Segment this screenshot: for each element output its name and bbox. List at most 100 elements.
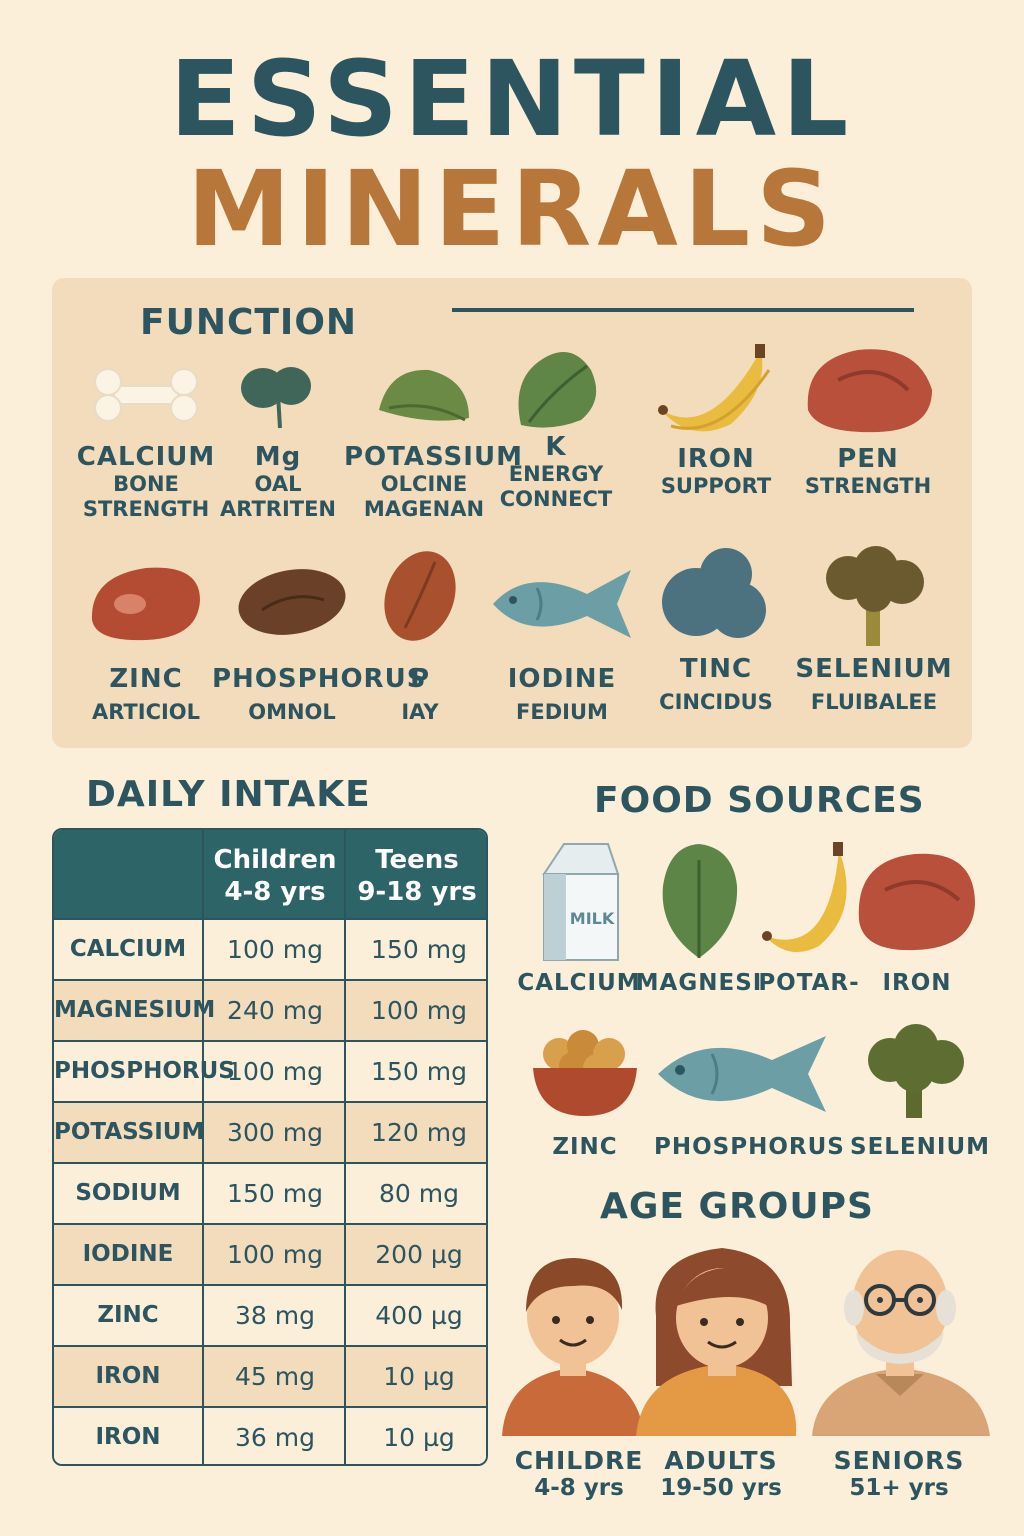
table-row: ZINC 38 mg 400 µg <box>54 1284 486 1345</box>
function-item-desc: OMNOL <box>248 700 336 724</box>
children-cell: 100 mg <box>202 920 346 979</box>
teens-cell: 10 µg <box>344 1408 486 1464</box>
child-figure-icon <box>502 1258 644 1436</box>
children-cell: 100 mg <box>202 1225 346 1284</box>
bone-icon <box>94 368 198 422</box>
food-source-label: ZINC <box>552 1134 618 1160</box>
food-source-selenium: SELENIUM <box>850 1020 991 1160</box>
steak-icon <box>91 567 200 641</box>
children-cell: 240 mg <box>202 981 346 1040</box>
title-line-2: MINERALS <box>186 148 837 270</box>
age-group-name: ADULTS <box>664 1446 778 1475</box>
function-item-desc: STRENGTH <box>804 474 932 498</box>
mineral-cell: IRON <box>95 1363 161 1389</box>
children-cell: 150 mg <box>202 1164 346 1223</box>
spinach-icon <box>662 844 738 958</box>
food-source-label: PHOSPHORUS <box>654 1134 845 1160</box>
column-header-line: 4-8 yrs <box>224 877 326 907</box>
function-item-desc: OLCINE <box>380 472 468 496</box>
function-item-desc: ARTRITEN <box>219 497 337 521</box>
function-item-name: CALCIUM <box>76 442 216 472</box>
teens-cell: 150 mg <box>344 1042 486 1101</box>
function-panel <box>52 278 972 748</box>
table-header: Children 4-8 yrs Teens 9-18 yrs <box>54 830 486 918</box>
age-group-range: 51+ yrs <box>849 1475 949 1501</box>
broccoli-icon <box>868 1024 964 1118</box>
mineral-cell: IODINE <box>82 1241 174 1267</box>
column-header-children: Children 4-8 yrs <box>202 844 348 908</box>
food-source-calcium: MILK CALCIUM <box>514 840 644 996</box>
mineral-cell: IRON <box>95 1424 161 1450</box>
age-group-adults: ADULTS 19-50 yrs <box>636 1446 806 1501</box>
meat-icon <box>807 349 932 433</box>
age-group-range: 4-8 yrs <box>534 1475 624 1501</box>
function-item-desc: ENERGY <box>508 462 604 486</box>
table-row: SODIUM 150 mg 80 mg <box>54 1162 486 1223</box>
table-row: IRON 36 mg 10 µg <box>54 1406 486 1464</box>
function-item-tinc: TINC CINCIDUS <box>636 544 796 715</box>
seaweed-icon <box>662 548 766 638</box>
function-item-name: Mg <box>254 442 302 472</box>
age-group-seniors: SENIORS 51+ yrs <box>814 1446 984 1501</box>
fish-icon <box>493 570 631 638</box>
food-source-zinc: ZINC <box>520 1020 650 1160</box>
mineral-cell: SODIUM <box>75 1180 181 1206</box>
children-cell: 100 mg <box>202 1042 346 1101</box>
children-cell: 300 mg <box>202 1103 346 1162</box>
meat-icon <box>858 853 975 951</box>
function-item-name: SELENIUM <box>795 654 953 684</box>
leaf-icon <box>241 367 311 429</box>
broccoli-icon <box>826 546 924 646</box>
teens-cell: 200 µg <box>344 1225 486 1284</box>
column-header-teens: Teens 9-18 yrs <box>344 844 486 908</box>
almond-icon <box>384 551 456 641</box>
table-row: POTASSIUM 300 mg 120 mg <box>54 1101 486 1162</box>
table-row: CALCIUM 100 mg 150 mg <box>54 918 486 979</box>
function-item-name: POTASSIUM <box>344 442 523 472</box>
function-item-desc: SUPPORT <box>660 474 772 498</box>
food-source-iron: IRON <box>852 840 982 996</box>
spinach-icon <box>379 369 469 422</box>
teens-cell: 400 µg <box>344 1286 486 1345</box>
nut-icon <box>238 569 346 635</box>
function-heading: FUNCTION <box>140 302 358 343</box>
table-row: MAGNESIUM 240 mg 100 mg <box>54 979 486 1040</box>
function-item-desc: FEDIUM <box>516 700 608 724</box>
column-header-line: Teens <box>375 845 459 875</box>
function-item-selenium: SELENIUM FLUIBALEE <box>794 544 954 715</box>
mineral-cell: POTASSIUM <box>54 1119 205 1145</box>
mineral-cell: MAGNESIUM <box>54 997 216 1023</box>
senior-figure-icon <box>812 1250 990 1436</box>
column-header-line: 9-18 yrs <box>357 877 477 907</box>
fish-icon <box>658 1036 826 1112</box>
function-item-zinc: ZINC ARTICIOL <box>66 560 226 725</box>
function-item-name: ZINC <box>109 664 183 694</box>
food-source-label: SELENIUM <box>850 1134 991 1160</box>
greens-icon <box>518 352 597 428</box>
function-item-iodine: IODINE FEDIUM <box>482 560 642 725</box>
title-line-1: ESSENTIAL <box>169 38 855 160</box>
function-item-name: P <box>409 664 431 694</box>
function-item-name: K <box>545 432 567 462</box>
function-item-desc: OAL <box>254 472 302 496</box>
function-item-name: TINC <box>679 654 753 684</box>
function-divider <box>452 308 914 312</box>
food-source-magnesi: MAGNESI <box>634 840 764 996</box>
function-item-desc: CONNECT <box>499 487 613 511</box>
function-item-desc: MAGENAN <box>363 497 485 521</box>
mineral-cell: ZINC <box>97 1302 159 1328</box>
table-row: PHOSPHORUS 100 mg 150 mg <box>54 1040 486 1101</box>
adult-figure-icon <box>636 1248 797 1436</box>
teens-cell: 150 mg <box>344 920 486 979</box>
age-group-name: CHILDRE <box>514 1446 644 1475</box>
age-groups-illustration <box>502 1248 990 1436</box>
food-source-label: IRON <box>882 970 952 996</box>
milk-label: MILK <box>570 909 615 928</box>
function-item-name: PEN <box>837 444 899 474</box>
table-row: IODINE 100 mg 200 µg <box>54 1223 486 1284</box>
milk-carton-icon: MILK <box>542 843 620 961</box>
function-item-desc: CINCIDUS <box>659 690 773 714</box>
age-groups-heading: AGE GROUPS <box>600 1186 874 1227</box>
mineral-cell: PHOSPHORUS <box>54 1058 235 1084</box>
children-cell: 36 mg <box>202 1408 346 1464</box>
